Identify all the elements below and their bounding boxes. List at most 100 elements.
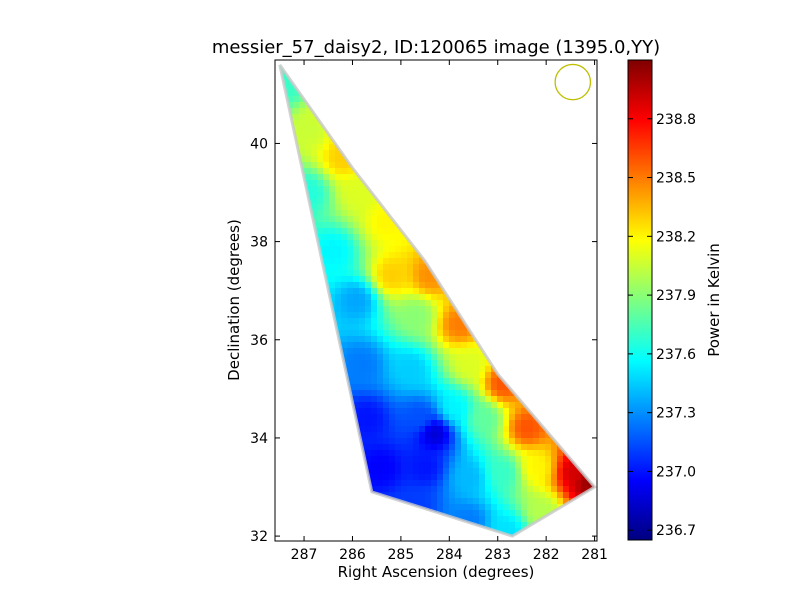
heatmap-cell xyxy=(575,534,582,537)
heatmap-cell xyxy=(467,102,474,109)
heatmap-cell xyxy=(305,312,312,319)
heatmap-cell xyxy=(347,360,354,367)
heatmap-cell xyxy=(395,516,402,523)
heatmap-cell xyxy=(377,228,384,235)
heatmap-cell xyxy=(521,438,528,445)
heatmap-cell xyxy=(443,276,450,283)
heatmap-cell xyxy=(551,96,558,103)
heatmap-cell xyxy=(587,354,594,361)
heatmap-cell xyxy=(395,120,402,127)
heatmap-cell xyxy=(467,144,474,151)
heatmap-cell xyxy=(419,150,426,157)
heatmap-cell xyxy=(347,504,354,511)
heatmap-cell xyxy=(395,432,402,439)
heatmap-cell xyxy=(311,474,318,481)
heatmap-cell xyxy=(491,132,498,139)
heatmap-cell xyxy=(359,360,366,367)
heatmap-image xyxy=(279,64,595,537)
heatmap-cell xyxy=(527,426,534,433)
heatmap-cell xyxy=(347,180,354,187)
heatmap-cell xyxy=(527,90,534,97)
heatmap-cell xyxy=(341,474,348,481)
heatmap-cell xyxy=(491,150,498,157)
heatmap-cell xyxy=(281,402,288,409)
heatmap-cell xyxy=(467,528,474,535)
heatmap-cell xyxy=(279,390,282,397)
heatmap-cell xyxy=(359,528,366,535)
heatmap-cell xyxy=(383,504,390,511)
heatmap-cell xyxy=(305,216,312,223)
heatmap-cell xyxy=(359,492,366,499)
heatmap-cell xyxy=(593,306,595,313)
heatmap-cell xyxy=(497,288,504,295)
heatmap-cell xyxy=(407,210,414,217)
heatmap-cell xyxy=(491,204,498,211)
heatmap-cell xyxy=(539,348,546,355)
heatmap-cell xyxy=(341,384,348,391)
heatmap-cell xyxy=(527,216,534,223)
heatmap-cell xyxy=(461,66,468,73)
heatmap-cell xyxy=(299,324,306,331)
heatmap-cell xyxy=(407,390,414,397)
heatmap-cell xyxy=(383,72,390,79)
heatmap-cell xyxy=(527,72,534,79)
heatmap-cell xyxy=(563,528,570,535)
heatmap-cell xyxy=(279,126,282,133)
heatmap-cell xyxy=(365,114,372,121)
heatmap-cell xyxy=(467,228,474,235)
heatmap-cell xyxy=(557,492,564,499)
heatmap-cell xyxy=(279,198,282,205)
heatmap-cell xyxy=(341,450,348,457)
heatmap-cell xyxy=(389,462,396,469)
heatmap-cell xyxy=(503,396,510,403)
heatmap-cell xyxy=(279,414,282,421)
heatmap-cell xyxy=(317,282,324,289)
heatmap-cell xyxy=(551,64,558,67)
heatmap-cell xyxy=(371,522,378,529)
heatmap-cell xyxy=(305,510,312,517)
heatmap-cell xyxy=(347,462,354,469)
heatmap-cell xyxy=(449,504,456,511)
heatmap-cell xyxy=(587,420,594,427)
heatmap-cell xyxy=(569,264,576,271)
heatmap-cell xyxy=(329,270,336,277)
heatmap-cell xyxy=(491,252,498,259)
heatmap-cell xyxy=(503,318,510,325)
heatmap-cell xyxy=(359,420,366,427)
heatmap-cell xyxy=(323,312,330,319)
heatmap-cell xyxy=(509,126,516,133)
heatmap-cell xyxy=(329,240,336,247)
heatmap-cell xyxy=(305,306,312,313)
heatmap-cell xyxy=(305,162,312,169)
heatmap-cell xyxy=(287,486,294,493)
heatmap-cell xyxy=(413,264,420,271)
heatmap-cell xyxy=(515,276,522,283)
heatmap-cell xyxy=(449,312,456,319)
heatmap-cell xyxy=(347,486,354,493)
heatmap-cell xyxy=(323,504,330,511)
heatmap-cell xyxy=(279,78,282,85)
heatmap-cell xyxy=(293,534,300,537)
heatmap-cell xyxy=(329,420,336,427)
heatmap-cell xyxy=(371,198,378,205)
heatmap-cell xyxy=(281,288,288,295)
heatmap-cell xyxy=(359,468,366,475)
heatmap-cell xyxy=(509,192,516,199)
heatmap-cell xyxy=(323,486,330,493)
heatmap-cell xyxy=(491,354,498,361)
heatmap-cell xyxy=(425,132,432,139)
heatmap-cell xyxy=(449,348,456,355)
heatmap-cell xyxy=(371,120,378,127)
heatmap-cell xyxy=(401,258,408,265)
heatmap-cell xyxy=(521,222,528,229)
heatmap-cell xyxy=(455,366,462,373)
heatmap-cell xyxy=(287,348,294,355)
heatmap-cell xyxy=(359,474,366,481)
heatmap-cell xyxy=(431,168,438,175)
heatmap-cell xyxy=(533,114,540,121)
heatmap-cell xyxy=(419,246,426,253)
heatmap-cell xyxy=(569,366,576,373)
heatmap-cell xyxy=(377,282,384,289)
heatmap-cell xyxy=(557,108,564,115)
heatmap-cell xyxy=(347,192,354,199)
